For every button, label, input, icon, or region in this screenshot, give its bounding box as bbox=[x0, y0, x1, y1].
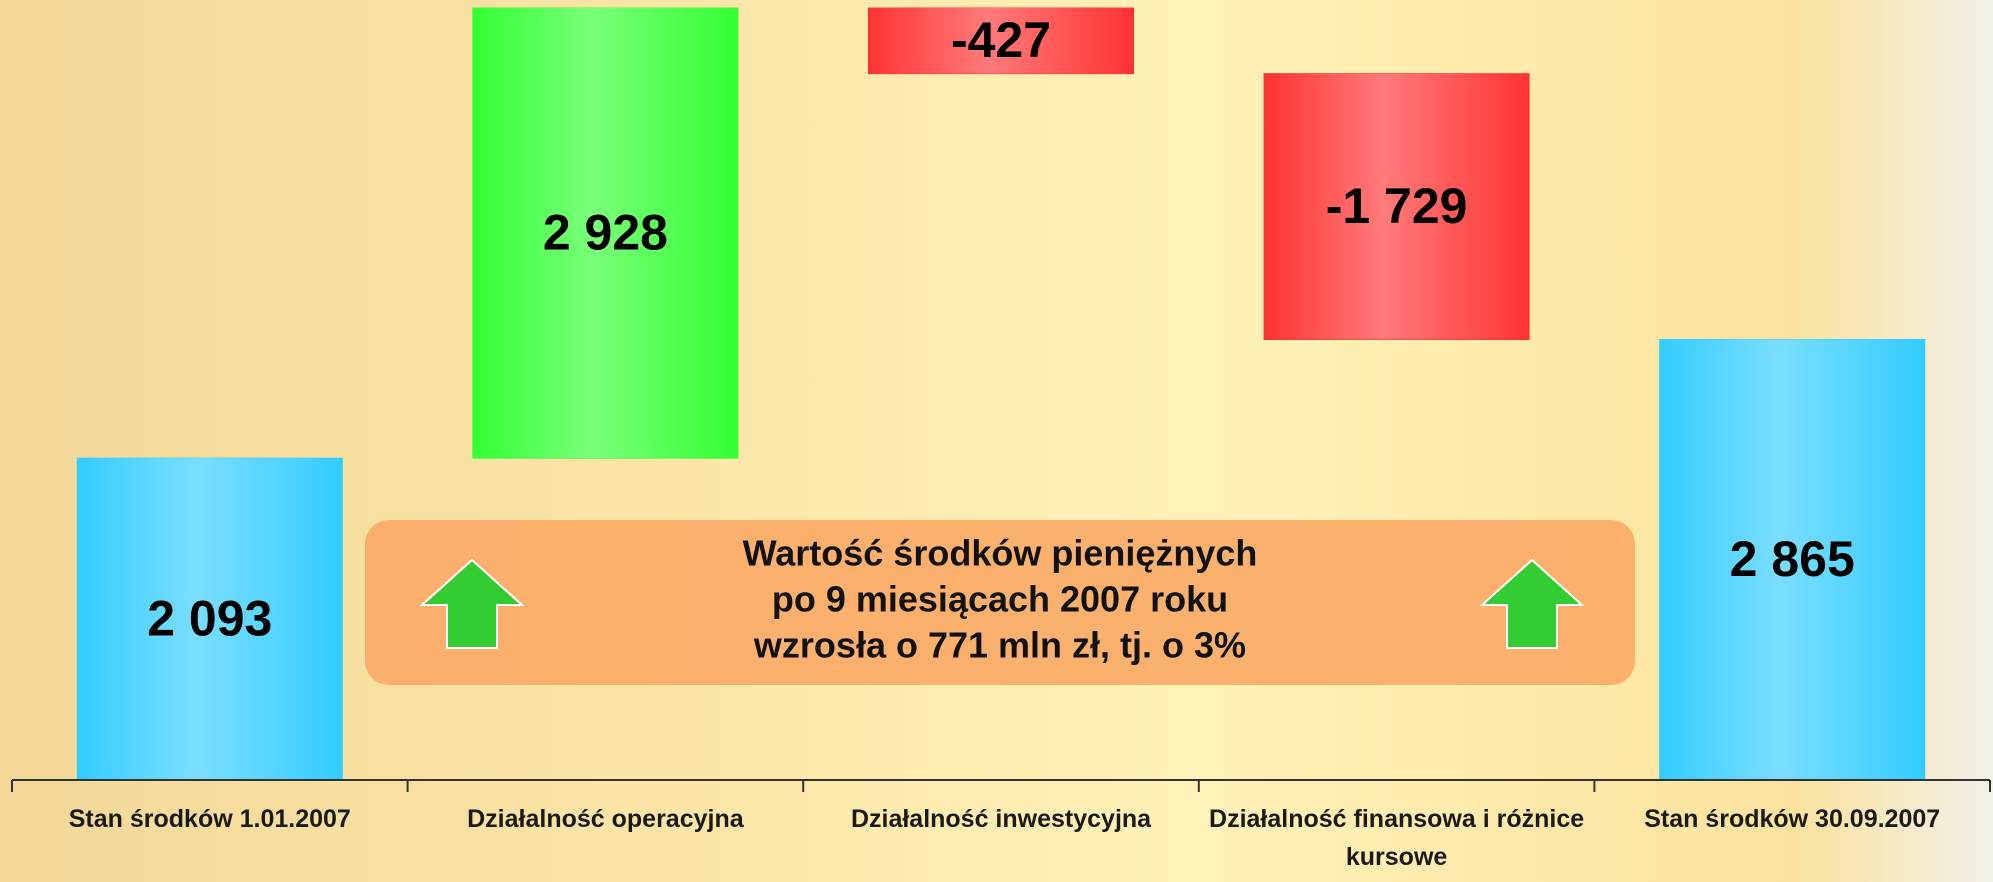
x-tick-label: Stan środków 30.09.2007 bbox=[1644, 805, 1941, 833]
bar-shine bbox=[1659, 339, 1925, 780]
value-label: -1 729 bbox=[1326, 178, 1468, 234]
x-tick-label: Stan środków 1.01.2007 bbox=[68, 805, 351, 833]
bar-shine bbox=[868, 8, 1134, 74]
annotation-line: wzrosła o 771 mln zł, tj. o 3% bbox=[753, 625, 1246, 666]
arrow-up bbox=[1479, 558, 1585, 649]
bars: 2 093 2 928 -427 -1 729 2 865 bbox=[76, 7, 1926, 781]
annotation-box bbox=[365, 520, 1635, 685]
x-tick-label: Działalność inwestycyjna bbox=[850, 805, 1152, 833]
x-tick-label: Działalność operacyjna bbox=[467, 805, 744, 833]
annotation-line: po 9 miesiącach 2007 roku bbox=[772, 579, 1228, 620]
bar-shine bbox=[77, 458, 343, 780]
annotation-line: Wartość środków pieniężnych bbox=[743, 533, 1258, 574]
value-label: 2 093 bbox=[147, 590, 272, 646]
arrow-up bbox=[419, 558, 525, 649]
bar-shine bbox=[1264, 73, 1530, 340]
value-label: -427 bbox=[951, 12, 1051, 68]
x-tick-label: Działalność finansowa i różnice kursowe bbox=[1209, 805, 1585, 871]
bar-shine bbox=[472, 8, 738, 459]
value-label: 2 865 bbox=[1730, 531, 1855, 587]
value-label: 2 928 bbox=[543, 204, 668, 260]
annotation: Wartość środków pieniężnych po 9 miesiąca… bbox=[743, 533, 1258, 666]
